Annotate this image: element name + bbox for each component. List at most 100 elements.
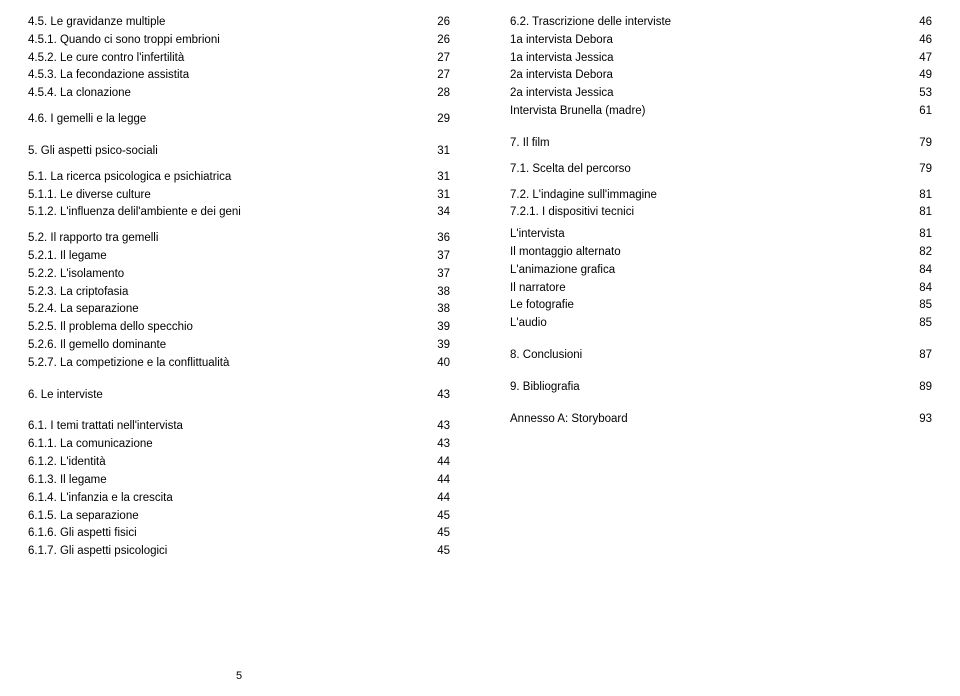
toc-label: 6.1.7. Gli aspetti psicologici xyxy=(28,543,422,561)
toc-label: L'intervista xyxy=(510,226,904,244)
toc-label: Il montaggio alternato xyxy=(510,244,904,262)
toc-page-number: 31 xyxy=(432,143,450,161)
toc-row: Il narratore 84 xyxy=(510,280,932,298)
toc-page-number: 89 xyxy=(914,379,932,397)
toc-label: 6.1.4. L'infanzia e la crescita xyxy=(28,490,422,508)
toc-page-number: 37 xyxy=(432,266,450,284)
toc-row: 6.2. Trascrizione delle interviste 46 xyxy=(510,14,932,32)
toc-row: 6.1.4. L'infanzia e la crescita44 xyxy=(28,490,450,508)
toc-row: 4.5.2. Le cure contro l'infertilità 27 xyxy=(28,50,450,68)
toc-row: 6.1.6. Gli aspetti fisici 45 xyxy=(28,525,450,543)
toc-row: 5.2.1. Il legame37 xyxy=(28,248,450,266)
toc-page-number: 31 xyxy=(432,169,450,187)
toc-page-number: 87 xyxy=(914,347,932,365)
toc-row: 6. Le interviste43 xyxy=(28,387,450,405)
page-number: 5 xyxy=(28,660,450,682)
toc-row: 6.1.2. L'identità 44 xyxy=(28,454,450,472)
toc-row: 5.1. La ricerca psicologica e psichiatri… xyxy=(28,169,450,187)
toc-row: 6.1.1. La comunicazione43 xyxy=(28,436,450,454)
left-column: 4.5. Le gravidanze multiple 264.5.1. Quan… xyxy=(28,14,450,682)
toc-page-number: 46 xyxy=(914,14,932,32)
toc-page-number: 26 xyxy=(432,14,450,32)
toc-row: 4.5.3. La fecondazione assistita27 xyxy=(28,67,450,85)
toc-page-number: 31 xyxy=(432,187,450,205)
toc-label: 4.5. Le gravidanze multiple xyxy=(28,14,422,32)
toc-label: 6.2. Trascrizione delle interviste xyxy=(510,14,904,32)
toc-label: 6.1.6. Gli aspetti fisici xyxy=(28,525,422,543)
toc-label: 1a intervista Jessica xyxy=(510,50,904,68)
toc-page-number: 85 xyxy=(914,297,932,315)
toc-row: Annesso A: Storyboard 93 xyxy=(510,411,932,429)
toc-row: 1a intervista Jessica47 xyxy=(510,50,932,68)
toc-page-number: 85 xyxy=(914,315,932,333)
toc-label: 6.1.5. La separazione xyxy=(28,508,422,526)
toc-row: Il montaggio alternato82 xyxy=(510,244,932,262)
toc-row: 6.1.3. Il legame 44 xyxy=(28,472,450,490)
toc-label: Il narratore xyxy=(510,280,904,298)
toc-page-number: 79 xyxy=(914,135,932,153)
toc-label: 5. Gli aspetti psico-sociali xyxy=(28,143,422,161)
toc-page-number: 27 xyxy=(432,67,450,85)
toc-label: 5.2. Il rapporto tra gemelli xyxy=(28,230,422,248)
toc-label: 6.1.1. La comunicazione xyxy=(28,436,422,454)
toc-row: 7.2.1. I dispositivi tecnici 81 xyxy=(510,204,932,222)
toc-row: 7.2. L'indagine sull'immagine81 xyxy=(510,187,932,205)
toc-page-number: 93 xyxy=(914,411,932,429)
toc-row: 4.5.4. La clonazione 28 xyxy=(28,85,450,103)
toc-row: 6.1.7. Gli aspetti psicologici 45 xyxy=(28,543,450,561)
toc-label: 5.2.6. Il gemello dominante xyxy=(28,337,422,355)
toc-page-number: 45 xyxy=(432,543,450,561)
toc-label: 1a intervista Debora xyxy=(510,32,904,50)
toc-row: 9. Bibliografia89 xyxy=(510,379,932,397)
toc-page-number: 79 xyxy=(914,161,932,179)
toc-page-number: 81 xyxy=(914,204,932,222)
toc-label: L'audio xyxy=(510,315,904,333)
toc-row: 7.1. Scelta del percorso79 xyxy=(510,161,932,179)
toc-page-number: 49 xyxy=(914,67,932,85)
toc-row: 4.5. Le gravidanze multiple 26 xyxy=(28,14,450,32)
toc-row: 7. Il film79 xyxy=(510,135,932,153)
toc-label: 5.2.4. La separazione xyxy=(28,301,422,319)
toc-page-number: 46 xyxy=(914,32,932,50)
toc-label: L'animazione grafica xyxy=(510,262,904,280)
right-column: 6.2. Trascrizione delle interviste461a i… xyxy=(510,14,932,682)
toc-label: 5.2.5. Il problema dello specchio xyxy=(28,319,422,337)
toc-row: 5.2.7. La competizione e la conflittuali… xyxy=(28,355,450,373)
toc-row: 2a intervista Debora49 xyxy=(510,67,932,85)
toc-page-number: 61 xyxy=(914,103,932,121)
toc-label: 5.1.2. L'influenza delil'ambiente e dei … xyxy=(28,204,422,222)
toc-row: 5.2. Il rapporto tra gemelli 36 xyxy=(28,230,450,248)
toc-label: 5.2.7. La competizione e la conflittuali… xyxy=(28,355,422,373)
toc-label: 4.5.4. La clonazione xyxy=(28,85,422,103)
toc-label: Annesso A: Storyboard xyxy=(510,411,904,429)
toc-page-number: 38 xyxy=(432,284,450,302)
toc-page-number: 44 xyxy=(432,472,450,490)
toc-row: 5.2.6. Il gemello dominante39 xyxy=(28,337,450,355)
toc-label: 5.2.3. La criptofasia xyxy=(28,284,422,302)
toc-row: 4.5.1. Quando ci sono troppi embrioni26 xyxy=(28,32,450,50)
toc-row: L'audio 85 xyxy=(510,315,932,333)
toc-page-number: 84 xyxy=(914,262,932,280)
toc-page-number: 29 xyxy=(432,111,450,129)
toc-row: 6.1.5. La separazione45 xyxy=(28,508,450,526)
toc-page-number: 36 xyxy=(432,230,450,248)
toc-page-number: 44 xyxy=(432,454,450,472)
toc-row: 1a intervista Debora 46 xyxy=(510,32,932,50)
toc-page-number: 84 xyxy=(914,280,932,298)
toc-label: 8. Conclusioni xyxy=(510,347,904,365)
toc-label: 6.1.2. L'identità xyxy=(28,454,422,472)
toc-label: 5.2.2. L'isolamento xyxy=(28,266,422,284)
toc-page-number: 45 xyxy=(432,525,450,543)
toc-row: Intervista Brunella (madre) 61 xyxy=(510,103,932,121)
toc-page: 4.5. Le gravidanze multiple 264.5.1. Quan… xyxy=(28,14,932,682)
toc-page-number: 38 xyxy=(432,301,450,319)
toc-page-number: 27 xyxy=(432,50,450,68)
toc-page-number: 39 xyxy=(432,319,450,337)
toc-row: 5.2.5. Il problema dello specchio 39 xyxy=(28,319,450,337)
toc-page-number: 43 xyxy=(432,418,450,436)
toc-label: Intervista Brunella (madre) xyxy=(510,103,904,121)
toc-page-number: 28 xyxy=(432,85,450,103)
toc-label: 7.2.1. I dispositivi tecnici xyxy=(510,204,904,222)
toc-label: 4.5.2. Le cure contro l'infertilità xyxy=(28,50,422,68)
toc-label: 6.1.3. Il legame xyxy=(28,472,422,490)
